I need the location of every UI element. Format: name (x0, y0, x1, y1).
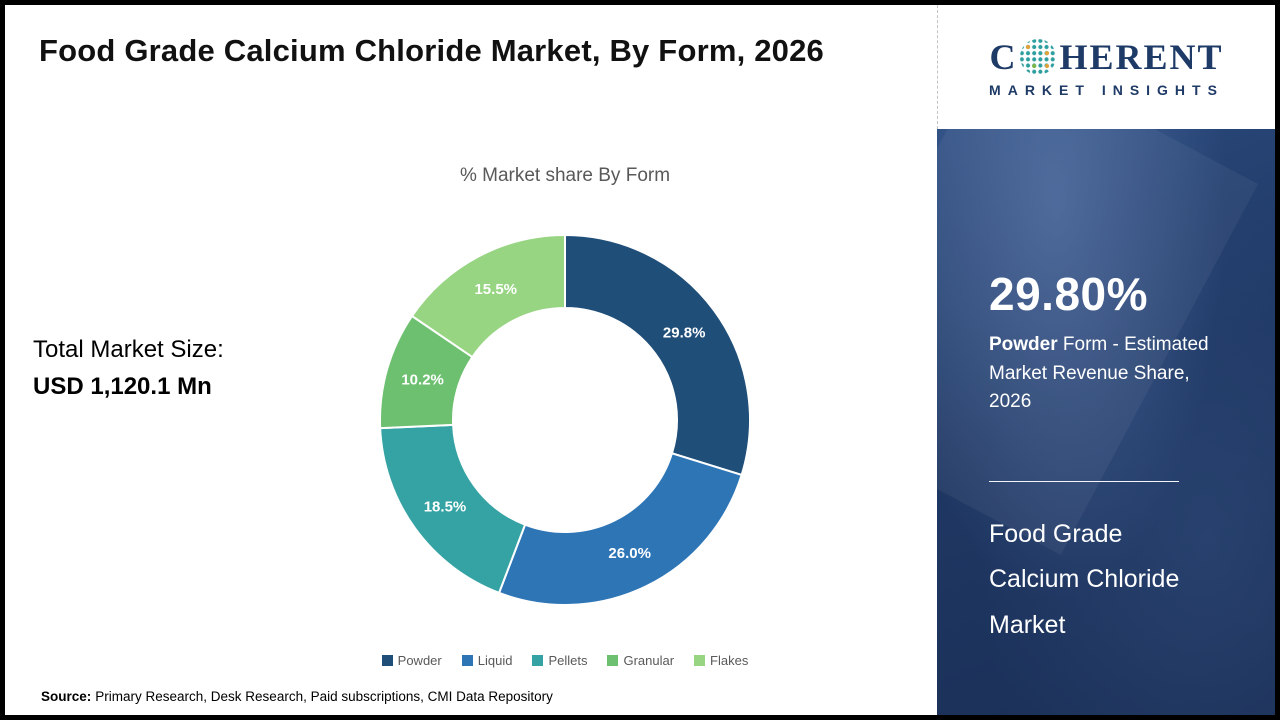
brand-prefix: C (989, 37, 1018, 77)
legend-swatch-flakes (694, 655, 706, 666)
legend-swatch-pellets (532, 655, 544, 666)
market-name: Food Grade Calcium Chloride Market (989, 519, 1180, 639)
total-market-size-label: Total Market Size: (33, 336, 224, 363)
highlight-description-rest: Form - Estimated Market Revenue Share, 2… (989, 334, 1209, 412)
legend-item-flakes: Flakes (694, 653, 748, 668)
slice-label-flakes: 15.5% (474, 281, 517, 298)
chart-title: % Market share By Form (459, 165, 671, 186)
brand-suffix: HERENT (1059, 37, 1224, 77)
legend-item-liquid: Liquid (461, 653, 513, 668)
total-market-size-block: Total Market Size: USD 1,120.1 Mn (33, 331, 224, 405)
highlight-description-bold: Powder (989, 334, 1058, 355)
source-line: Source: Primary Research, Desk Research, … (41, 689, 553, 704)
brand-tagline: MARKET INSIGHTS (989, 82, 1224, 98)
donut-slice-flakes (410, 233, 566, 359)
highlight-description: Powder Form - Estimated Market Revenue S… (989, 331, 1235, 417)
legend-label-powder: Powder (397, 653, 442, 668)
legend-label-granular: Granular (623, 653, 675, 668)
chart-legend: Powder Liquid Pellets Granular Flakes (165, 653, 965, 668)
right-column: C HERENT (937, 5, 1275, 715)
slice-label-pellets: 18.5% (424, 499, 467, 516)
page-title: Food Grade Calcium Chloride Market, By F… (39, 33, 824, 68)
source-label: Source: (41, 689, 92, 704)
highlight-panel: 29.80% Powder Form - Estimated Market Re… (937, 129, 1275, 715)
total-market-size-value: USD 1,120.1 Mn (33, 373, 212, 401)
slide-frame: Food Grade Calcium Chloride Market, By F… (5, 5, 1275, 715)
logo-globe-icon (1020, 38, 1057, 76)
brand-row: C HERENT (989, 36, 1223, 78)
donut-chart: 29.8% 26.0% 18.5% 10.2% 15.5% (365, 220, 765, 620)
legend-swatch-granular (607, 655, 619, 666)
legend-item-pellets: Pellets (532, 653, 587, 668)
highlight-percentage: 29.80% (989, 268, 1149, 320)
donut-slice-powder (564, 233, 751, 477)
donut-chart-svg: 29.8% 26.0% 18.5% 10.2% 15.5% (379, 233, 751, 606)
donut-slice-liquid (497, 452, 743, 606)
legend-label-liquid: Liquid (477, 653, 513, 668)
slice-label-granular: 10.2% (401, 372, 444, 389)
legend-swatch-powder (381, 655, 393, 666)
legend-label-flakes: Flakes (710, 653, 749, 668)
source-text: Primary Research, Desk Research, Paid su… (95, 689, 553, 704)
slice-label-powder: 29.8% (663, 324, 706, 341)
legend-label-pellets: Pellets (548, 653, 588, 668)
main-content-area: Food Grade Calcium Chloride Market, By F… (5, 5, 937, 715)
legend-item-granular: Granular (607, 653, 674, 668)
legend-item-powder: Powder (381, 653, 442, 668)
legend-swatch-liquid (461, 655, 473, 666)
brand-logo: C HERENT (937, 5, 1275, 129)
slice-label-liquid: 26.0% (608, 545, 651, 562)
panel-divider (989, 480, 1179, 482)
